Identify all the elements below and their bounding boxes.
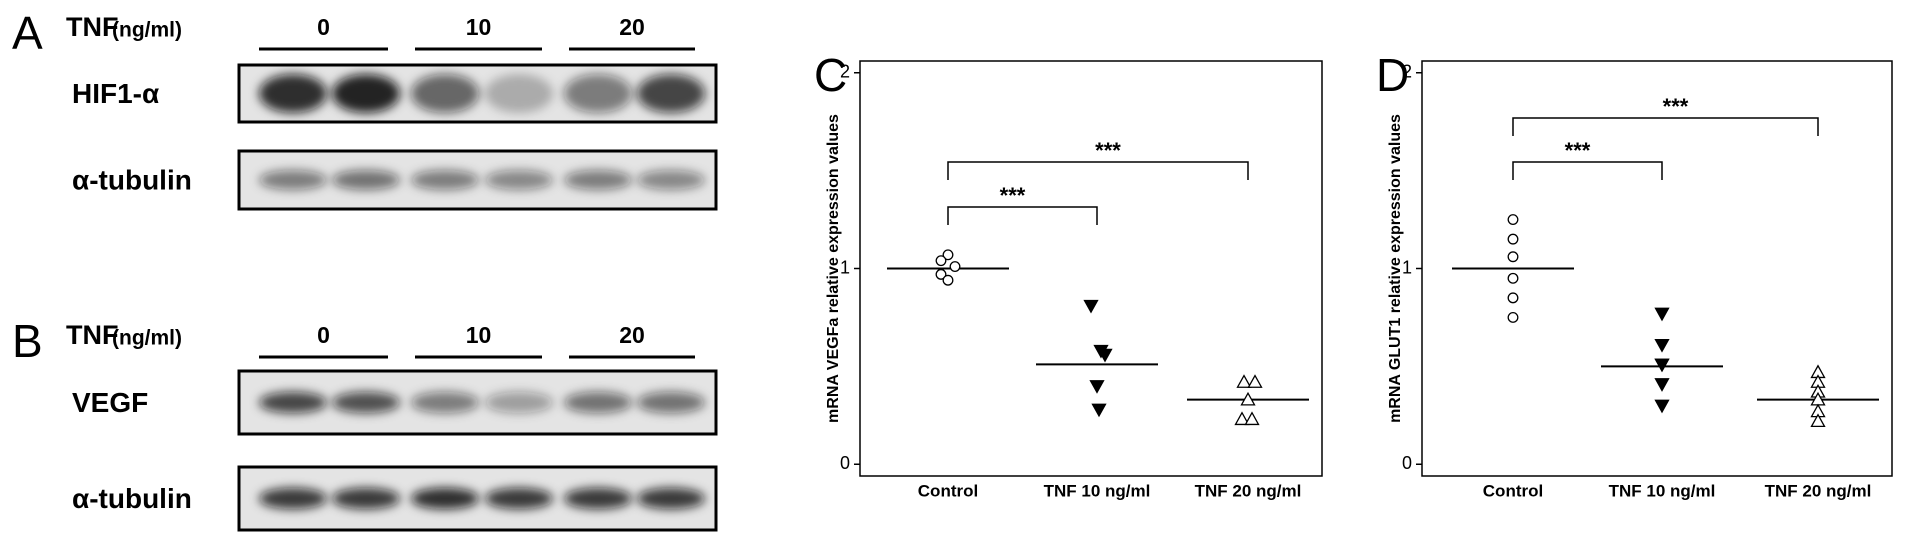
x-tick-label: TNF 10 ng/ml	[1609, 481, 1716, 500]
band	[485, 391, 553, 414]
band	[411, 170, 479, 190]
band	[332, 391, 400, 414]
x-tick-label: TNF 20 ng/ml	[1765, 481, 1872, 500]
band	[637, 170, 705, 190]
y-tick-label: 1	[840, 257, 850, 277]
dose-label: 20	[619, 14, 645, 40]
unit-label: (ng/ml)	[112, 327, 182, 350]
data-point	[942, 274, 954, 286]
data-point	[1091, 403, 1107, 418]
data-point	[1234, 411, 1250, 426]
dose-label: 20	[619, 322, 645, 348]
data-point	[942, 249, 954, 261]
blot-bands	[259, 74, 705, 113]
band	[485, 74, 553, 113]
y-axis-label: mRNA VEGFa relative expression values	[825, 114, 842, 423]
band	[637, 487, 705, 510]
x-tick-label: Control	[918, 481, 978, 500]
data-point	[1507, 272, 1519, 284]
unit-label: (ng/ml)	[112, 19, 182, 42]
band	[259, 170, 327, 190]
band	[411, 391, 479, 414]
y-axis-label: mRNA GLUT1 relative expression values	[1387, 114, 1404, 423]
data-point	[1507, 292, 1519, 304]
blot-row-label: HIF1-α	[72, 78, 159, 109]
band	[332, 487, 400, 510]
band	[485, 170, 553, 190]
x-tick-label: TNF 20 ng/ml	[1195, 481, 1302, 500]
dose-label: 10	[466, 322, 492, 348]
data-point	[1089, 380, 1105, 394]
treatment-label: TNF	[66, 320, 118, 350]
data-point	[1654, 358, 1670, 373]
y-tick-label: 2	[840, 61, 850, 81]
band	[564, 74, 632, 113]
data-point	[1247, 374, 1263, 388]
band	[564, 391, 632, 414]
data-point	[935, 255, 947, 267]
band	[411, 487, 479, 510]
panel-letter: B	[12, 315, 43, 367]
band	[259, 391, 327, 414]
data-point	[1507, 233, 1519, 245]
significance-label: ***	[1095, 138, 1121, 163]
significance-label: ***	[1565, 138, 1591, 163]
blot-bands	[259, 170, 705, 190]
y-tick-label: 0	[840, 453, 850, 473]
panel-letter: D	[1376, 49, 1409, 101]
band	[637, 391, 705, 414]
data-point	[1097, 348, 1113, 363]
band	[485, 487, 553, 510]
data-point	[1240, 391, 1256, 406]
dose-label: 0	[317, 14, 330, 40]
significance-bracket	[947, 161, 1249, 180]
significance-bracket	[947, 206, 1098, 225]
y-tick-label: 2	[1402, 61, 1412, 81]
significance-label: ***	[1663, 94, 1689, 119]
significance-bracket	[1512, 117, 1819, 136]
data-point	[1810, 413, 1826, 428]
data-point	[1654, 378, 1670, 392]
blot-row-label: α-tubulin	[72, 483, 192, 514]
band	[637, 74, 705, 113]
treatment-label: TNF	[66, 12, 118, 42]
band	[332, 74, 400, 113]
data-point	[1654, 399, 1670, 414]
band	[564, 487, 632, 510]
band	[411, 74, 479, 113]
data-point	[1654, 307, 1670, 322]
blot-bands	[259, 391, 705, 414]
band	[259, 487, 327, 510]
dose-label: 0	[317, 322, 330, 348]
data-point	[935, 268, 947, 280]
data-point	[1236, 374, 1252, 388]
data-point	[1244, 411, 1260, 426]
y-tick-label: 0	[1402, 453, 1412, 473]
blot-bands	[259, 487, 705, 510]
data-point	[1507, 214, 1519, 226]
dose-label: 10	[466, 14, 492, 40]
y-tick-label: 1	[1402, 257, 1412, 277]
data-point	[1083, 299, 1099, 314]
panel-letter: C	[814, 49, 847, 101]
data-point	[1507, 311, 1519, 323]
data-point	[1654, 338, 1670, 353]
x-tick-label: TNF 10 ng/ml	[1044, 481, 1151, 500]
band	[564, 170, 632, 190]
significance-label: ***	[1000, 183, 1026, 208]
data-point	[1507, 251, 1519, 263]
x-tick-label: Control	[1483, 481, 1543, 500]
data-point	[949, 261, 961, 272]
significance-bracket	[1512, 161, 1663, 180]
panel-letter: A	[12, 7, 43, 59]
blot-row-label: VEGF	[72, 387, 148, 418]
band	[332, 170, 400, 190]
blot-row-label: α-tubulin	[72, 164, 192, 195]
band	[259, 74, 327, 113]
